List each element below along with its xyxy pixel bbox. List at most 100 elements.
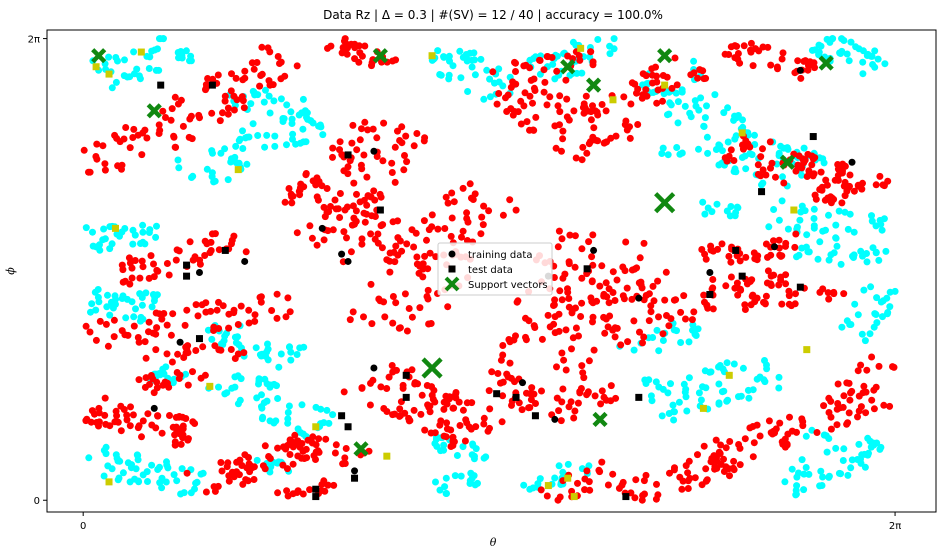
data-point-red <box>532 113 540 121</box>
data-point-red <box>101 160 109 168</box>
data-point-red <box>718 240 726 248</box>
data-point-red <box>581 475 589 483</box>
data-point-red <box>364 126 372 134</box>
data-point-red <box>343 203 351 211</box>
data-point-red <box>458 233 465 241</box>
data-point-red <box>591 392 599 400</box>
data-point-cyan <box>442 474 450 482</box>
data-point-cyan <box>861 337 869 345</box>
data-point-red <box>198 301 206 309</box>
data-point-red <box>725 152 733 160</box>
data-point-cyan <box>865 449 872 457</box>
data-point-red <box>113 412 121 420</box>
data-point-red <box>659 330 667 338</box>
data-point-red <box>199 343 207 351</box>
data-point-cyan <box>689 321 697 329</box>
data-point-red <box>175 413 183 421</box>
data-point-cyan <box>119 469 127 477</box>
data-point-cyan <box>139 221 147 229</box>
data-point-red <box>792 167 800 175</box>
data-point-cyan <box>739 364 747 372</box>
data-point-red <box>726 438 734 445</box>
data-point-cyan <box>695 145 702 153</box>
data-point-red <box>795 152 803 160</box>
data-point-red <box>119 266 127 274</box>
data-point-cyan <box>873 319 881 327</box>
data-point-cyan <box>658 150 666 157</box>
data-point-red <box>831 176 839 184</box>
test-point <box>428 52 436 60</box>
data-point-red <box>601 329 609 337</box>
data-point-red <box>765 417 773 425</box>
data-point-cyan <box>840 445 848 453</box>
data-point-cyan <box>483 66 491 74</box>
data-point-red <box>598 458 606 466</box>
data-point-red <box>399 384 407 392</box>
data-point-red <box>268 307 276 314</box>
support-vector-marker <box>146 103 162 119</box>
data-point-cyan <box>459 443 467 451</box>
data-point-red <box>562 76 570 84</box>
data-point-red <box>729 464 737 472</box>
data-point-red <box>329 144 337 152</box>
data-point-cyan <box>457 472 465 480</box>
data-point-red <box>654 277 662 285</box>
data-point-red <box>720 468 728 475</box>
test-point <box>609 96 617 104</box>
data-point-cyan <box>273 382 280 390</box>
data-point-cyan <box>883 310 891 318</box>
data-point-red <box>512 206 520 214</box>
data-point-red <box>621 267 629 275</box>
data-point-red <box>406 417 414 424</box>
data-point-red <box>479 221 487 229</box>
training-point <box>241 257 249 265</box>
data-point-red <box>360 209 368 217</box>
data-point-red <box>211 342 219 350</box>
data-point-red <box>612 132 620 140</box>
data-point-red <box>569 306 577 314</box>
data-point-red <box>727 258 735 266</box>
data-point-cyan <box>263 348 271 356</box>
data-point-red <box>398 247 406 255</box>
data-point-cyan <box>106 311 114 319</box>
training-point <box>519 379 527 387</box>
data-point-red <box>172 256 180 264</box>
data-point-red <box>655 313 662 321</box>
data-point-red <box>537 486 545 494</box>
data-point-red <box>747 39 755 47</box>
data-point-cyan <box>146 53 154 61</box>
data-point-red <box>194 312 202 320</box>
data-point-red <box>700 442 708 450</box>
data-point-red <box>351 44 359 52</box>
test-point <box>105 70 113 78</box>
data-point-cyan <box>264 340 271 348</box>
data-point-cyan <box>253 456 261 464</box>
data-point-red <box>620 93 628 101</box>
test-point <box>622 493 630 501</box>
data-point-red <box>506 196 514 204</box>
training-point <box>195 268 203 276</box>
data-point-red <box>827 425 835 433</box>
data-point-red <box>388 169 396 176</box>
data-point-red <box>626 134 634 142</box>
data-point-red <box>663 312 670 319</box>
data-point-red <box>221 97 229 105</box>
data-point-cyan <box>234 400 242 408</box>
data-point-red <box>538 387 545 395</box>
data-point-red <box>366 401 374 409</box>
data-point-red <box>313 241 321 249</box>
data-point-red <box>309 433 317 441</box>
data-point-cyan <box>486 75 494 83</box>
data-point-red <box>558 235 566 243</box>
data-point-red <box>389 319 397 327</box>
data-point-red <box>543 101 551 109</box>
data-point-cyan <box>92 243 100 251</box>
data-point-red <box>192 347 200 354</box>
data-point-red <box>585 238 593 246</box>
data-point-cyan <box>551 75 559 83</box>
data-point-cyan <box>112 451 120 459</box>
data-point-red <box>640 333 648 341</box>
data-point-red <box>111 131 119 139</box>
data-point-red <box>528 384 536 392</box>
data-point-red <box>564 52 572 60</box>
